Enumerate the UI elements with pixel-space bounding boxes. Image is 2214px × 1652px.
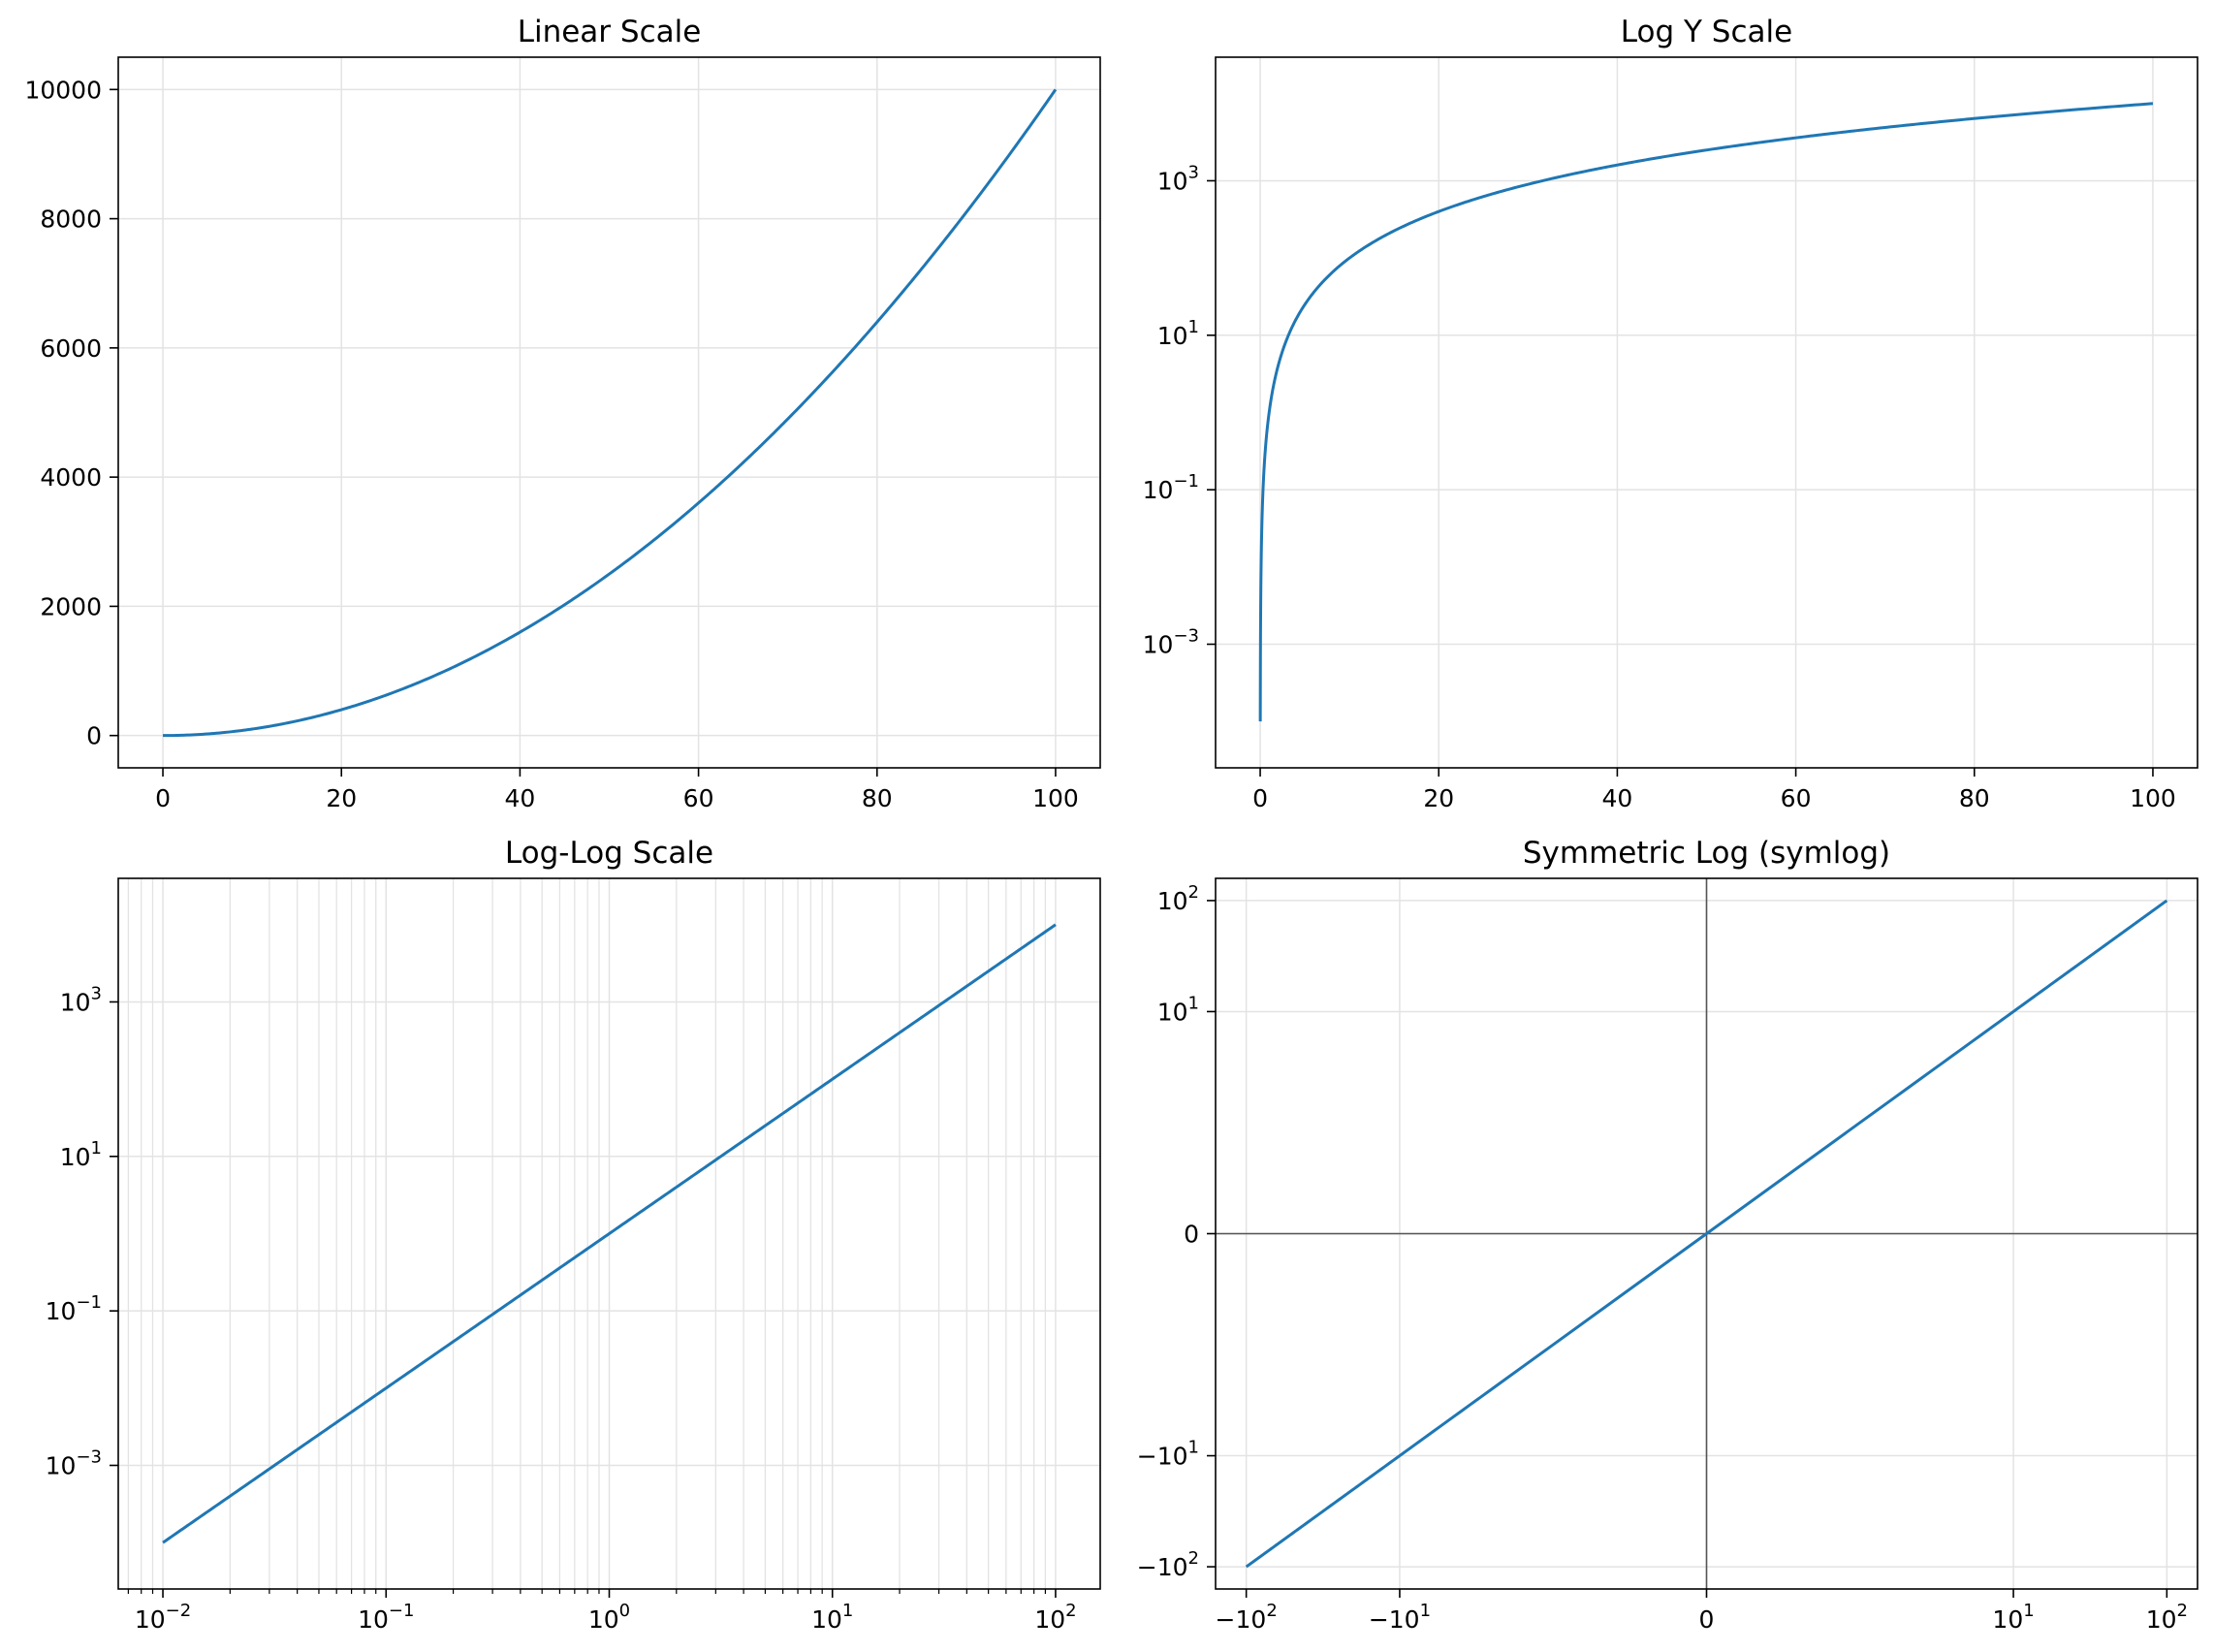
y-tick-label: 102 — [1157, 882, 1199, 915]
chart-log-log: 10−2 10−1 100 101 102 10−3 10−1 101 103 Log-Log S… — [46, 836, 1101, 1634]
chart-title: Log-Log Scale — [505, 836, 713, 871]
y-tick-label: −102 — [1137, 1548, 1199, 1581]
y-tick-label: 103 — [1157, 162, 1199, 195]
x-tick-label: 40 — [505, 784, 536, 812]
axes-frame — [117, 56, 1101, 769]
x-tick-label: 80 — [862, 784, 893, 812]
x-tick-label: 0 — [1252, 784, 1268, 812]
x-tick-label: 0 — [155, 784, 171, 812]
y-tick-label: 10−3 — [1143, 625, 1199, 658]
y-tick-label: −101 — [1137, 1438, 1199, 1471]
y-tick-label: 101 — [1157, 993, 1199, 1026]
series-line — [1258, 102, 2154, 722]
x-tick-label: 100 — [588, 1601, 630, 1634]
plot-area — [1216, 57, 2198, 768]
y-tick-label: 2000 — [40, 592, 102, 620]
x-tick-label: 101 — [811, 1601, 853, 1634]
x-tick-label: 101 — [1992, 1601, 2034, 1634]
chart-title: Log Y Scale — [1621, 15, 1792, 49]
x-tick-label: 20 — [1423, 784, 1454, 812]
chart-log-y: 0 20 40 60 80 100 10−3 10−1 101 103 Log Y Scale — [1143, 15, 2198, 812]
y-tick-label: 0 — [86, 722, 102, 750]
y-tick-label: 101 — [60, 1138, 102, 1171]
y-tick-label: 0 — [1184, 1221, 1199, 1249]
x-tick-label: 60 — [1781, 784, 1812, 812]
x-tick-label: 10−1 — [358, 1601, 414, 1634]
y-tick-label: 10−3 — [46, 1446, 102, 1479]
series-line — [162, 923, 1057, 1544]
y-tick-label: 103 — [60, 983, 102, 1016]
x-tick-label: 40 — [1602, 784, 1633, 812]
x-tick-label: 80 — [1959, 784, 1990, 812]
y-tick-label: 8000 — [40, 206, 102, 234]
chart-title: Linear Scale — [518, 15, 702, 49]
series-line — [163, 88, 1058, 738]
chart-title: Symmetric Log (symlog) — [1523, 836, 1890, 871]
y-tick-label: 10000 — [24, 76, 102, 104]
chart-symlog: −102 −101 0 101 102 −102 −101 0 101 102 Symmetric … — [1137, 836, 2198, 1634]
x-tick-label: 60 — [683, 784, 714, 812]
axes-frame — [1215, 56, 2198, 769]
x-tick-label: 100 — [2130, 784, 2176, 812]
y-tick-label: 101 — [1157, 317, 1199, 350]
y-tick-label: 10−1 — [1143, 471, 1199, 504]
x-tick-label: 102 — [1034, 1601, 1076, 1634]
x-tick-label: 10−2 — [135, 1601, 191, 1634]
y-tick-label: 4000 — [40, 463, 102, 492]
plot-area — [118, 57, 1100, 768]
y-tick-label: 6000 — [40, 334, 102, 363]
x-tick-label: 0 — [1699, 1605, 1715, 1634]
x-tick-label: 20 — [326, 784, 357, 812]
x-tick-label: 100 — [1032, 784, 1079, 812]
y-tick-label: 10−1 — [46, 1292, 102, 1325]
x-tick-label: −102 — [1216, 1601, 1278, 1634]
x-tick-label: 102 — [2146, 1601, 2188, 1634]
chart-linear: 0 20 40 60 80 100 0 2000 4000 6000 8000 10000 Linear… — [24, 15, 1101, 812]
x-tick-label: −101 — [1369, 1601, 1431, 1634]
series-line — [1245, 899, 2168, 1569]
